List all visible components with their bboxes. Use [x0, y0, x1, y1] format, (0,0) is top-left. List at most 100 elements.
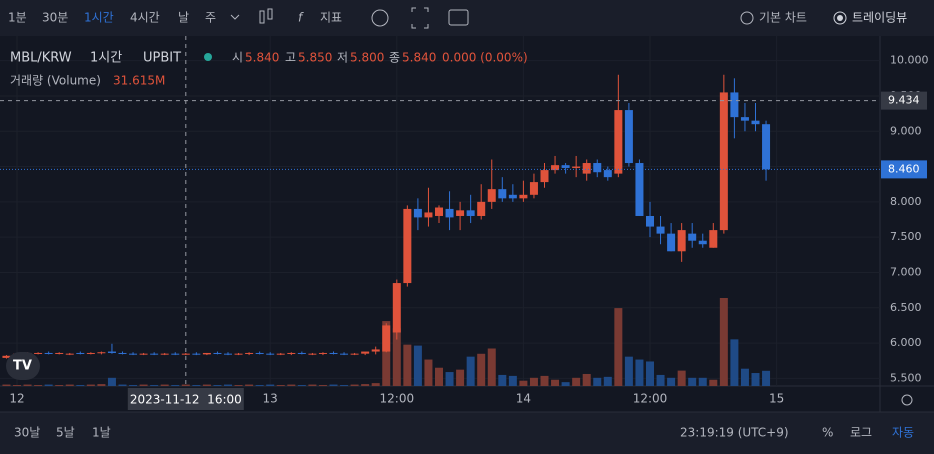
volume-bar: [192, 385, 201, 386]
volume-bar: [34, 385, 43, 386]
radio-selected[interactable]: [833, 11, 847, 25]
volume-bar: [614, 308, 623, 386]
interval[interactable]: 30분: [42, 11, 68, 25]
dropdown-icon[interactable]: [230, 14, 240, 20]
candle-body: [382, 325, 391, 352]
volume-bar: [688, 377, 697, 386]
volume-bar: [308, 384, 317, 386]
y-tick-label: 6.500: [890, 301, 922, 314]
volume-bar: [624, 356, 633, 386]
indicators[interactable]: 지표: [320, 11, 342, 25]
legend-label: 저: [337, 51, 348, 65]
candle-body: [540, 170, 549, 183]
interval[interactable]: 4시간: [130, 11, 160, 25]
candle-body: [688, 233, 697, 241]
candle-body: [498, 189, 507, 199]
interval[interactable]: 1분: [8, 11, 27, 25]
fx-icon[interactable]: f: [298, 11, 304, 25]
volume-bar: [561, 382, 570, 386]
volume-bar: [435, 367, 443, 386]
candle-body: [266, 353, 275, 355]
legend-label: 종: [389, 51, 400, 65]
volume-bar: [129, 385, 138, 386]
x-tick-label: 12: [9, 392, 24, 406]
logo[interactable]: [6, 352, 40, 380]
volume-bar: [13, 385, 21, 386]
candle-body: [213, 352, 222, 354]
volume-bar: [730, 339, 739, 386]
scale-option[interactable]: %: [822, 426, 833, 440]
chart-mode[interactable]: 트레이딩뷰: [852, 11, 907, 25]
candle-body: [740, 117, 749, 121]
candle-body: [646, 215, 654, 227]
volume-bar: [413, 345, 422, 386]
volume-bar: [751, 373, 760, 386]
volume-bar: [719, 298, 728, 386]
candle-body: [477, 201, 486, 216]
interval[interactable]: 주: [205, 11, 216, 25]
candle-body: [255, 352, 264, 354]
volume-bar: [572, 377, 581, 386]
candle-body: [561, 165, 570, 168]
crosshair-time-label: 2023-11-12 16:00: [130, 393, 242, 407]
candle-body: [160, 353, 169, 355]
candle-body: [245, 352, 254, 354]
volume-bar: [403, 344, 412, 386]
volume-value: 31.615M: [113, 74, 165, 88]
volume-bar: [266, 384, 275, 386]
toolbar: [0, 0, 934, 36]
legend-label: 시: [232, 51, 243, 65]
candle-body: [287, 352, 296, 354]
volume-bar: [667, 377, 676, 386]
settings-icon[interactable]: [371, 9, 389, 27]
logo-text: TV: [13, 359, 32, 374]
candle-body: [709, 230, 718, 248]
volume-bar: [118, 384, 127, 386]
volume-bar: [677, 370, 686, 386]
candle-body: [424, 212, 433, 218]
candle-body: [508, 194, 517, 199]
interval[interactable]: 날: [178, 11, 189, 25]
interval[interactable]: 1시간: [84, 11, 114, 25]
volume-bar: [646, 361, 654, 386]
candle-body: [361, 351, 370, 354]
scale-option[interactable]: 자동: [892, 426, 914, 440]
fullscreen-icon[interactable]: [411, 7, 429, 29]
candle-body: [624, 110, 633, 164]
candle-body: [55, 352, 64, 354]
candle-body: [318, 352, 327, 354]
volume-bar: [740, 368, 749, 386]
y-tick-label: 10.000: [890, 54, 929, 67]
volume-bar: [234, 385, 243, 386]
volume-bar: [424, 359, 433, 386]
clock: 23:19:19 (UTC+9): [680, 426, 789, 440]
candle-body: [340, 353, 349, 355]
volume-bar: [76, 385, 85, 386]
y-tick-label: 8.000: [890, 195, 922, 208]
candle-body: [487, 189, 496, 202]
candle-body: [118, 352, 127, 354]
chart-mode[interactable]: 기본 차트: [759, 11, 807, 25]
y-tick-label: 7.000: [890, 265, 922, 278]
camera-icon[interactable]: [448, 9, 469, 26]
volume-bar: [107, 377, 116, 386]
volume-bar: [255, 385, 264, 386]
scale-option[interactable]: 로그: [850, 426, 872, 440]
axis-settings-icon[interactable]: [901, 394, 913, 406]
legend-value: 5.850: [298, 51, 332, 65]
volume-bar: [245, 384, 254, 386]
volume-bar: [466, 356, 475, 386]
candle-icon[interactable]: [259, 8, 273, 24]
radio[interactable]: [740, 11, 754, 25]
range[interactable]: 5날: [56, 426, 75, 440]
radio-dot: [837, 15, 843, 21]
volume-bar: [86, 384, 95, 386]
range[interactable]: 30날: [14, 426, 40, 440]
candle-body: [350, 353, 359, 355]
exchange: UPBIT: [143, 51, 181, 66]
interval-label: 1시간: [90, 51, 122, 66]
range[interactable]: 1날: [92, 426, 111, 440]
status-dot: [204, 53, 212, 61]
